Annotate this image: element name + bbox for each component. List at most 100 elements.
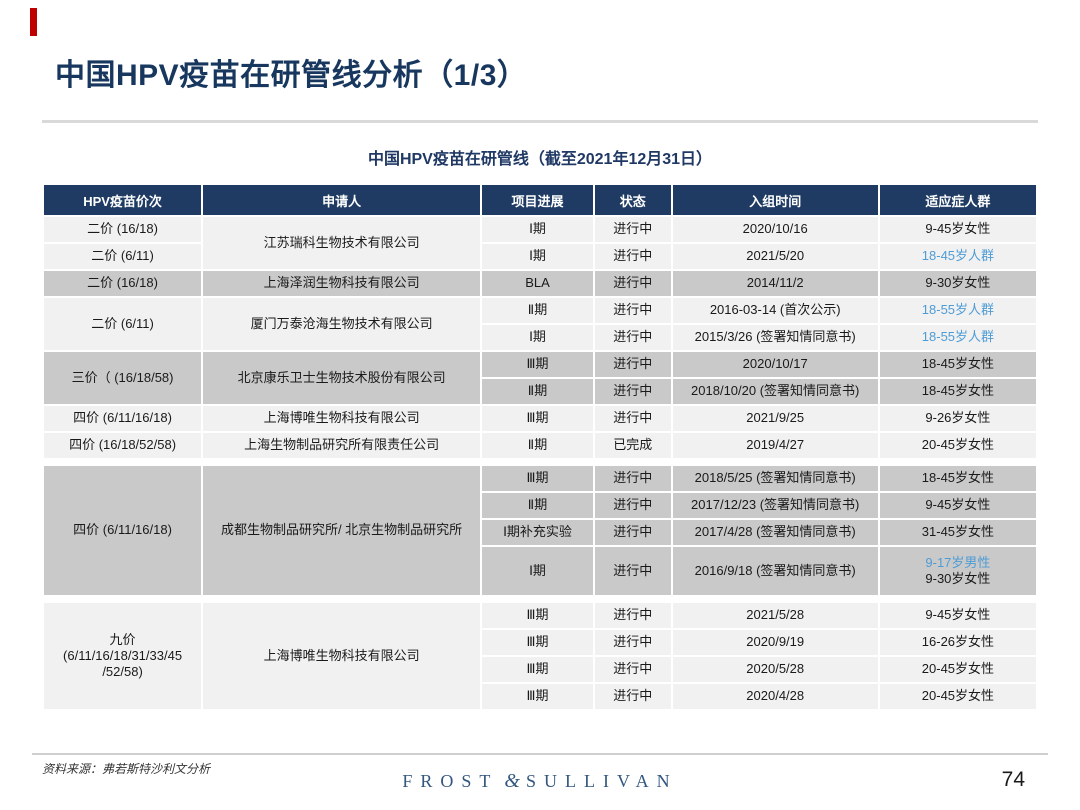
cell-enroll-date: 2020/10/17	[672, 352, 878, 377]
cell-valence: 四价 (6/11/16/18)	[44, 406, 202, 431]
cell-population: 18-45岁女性	[879, 379, 1036, 404]
cell-population: 18-45岁女性	[879, 466, 1036, 491]
header-enroll-date: 入组时间	[672, 185, 878, 215]
cell-status: 进行中	[594, 271, 671, 296]
cell-population: 9-26岁女性	[879, 406, 1036, 431]
group-spacer-row	[44, 460, 1036, 464]
table-header: HPV疫苗价次 申请人 项目进展 状态 入组时间 适应症人群	[44, 185, 1036, 215]
cell-applicant: 上海博唯生物科技有限公司	[203, 406, 481, 431]
cell-status: 进行中	[594, 630, 671, 655]
cell-population: 18-45岁女性	[879, 352, 1036, 377]
table-row: 二价 (16/18) 江苏瑞科生物技术有限公司 Ⅰ期 进行中 2020/10/16 9-4…	[44, 217, 1036, 269]
cell-line: 九价	[109, 631, 136, 647]
cell-enroll-date: 2020/9/19	[672, 630, 878, 655]
cell-population: 31-45岁女性	[879, 520, 1036, 545]
cell-enroll-date: 2021/5/28	[672, 603, 878, 628]
cell-enroll-date: 2018/5/25 (签署知情同意书)	[672, 466, 878, 491]
cell-progress: Ⅰ期补充实验	[482, 520, 593, 545]
header-progress: 项目进展	[482, 185, 593, 215]
cell-enroll-date: 2017/4/28 (签署知情同意书)	[672, 520, 878, 545]
cell-progress: Ⅱ期	[482, 379, 593, 404]
table-row: Ⅲ期 进行中 2020/5/28 20-45岁女性	[44, 657, 1036, 682]
cell-valence: 二价 (16/18)	[44, 217, 202, 242]
cell-enroll-date: 2014/11/2	[672, 271, 878, 296]
cell-status: 进行中	[594, 684, 671, 709]
logo-sullivan: SULLIVAN	[525, 771, 678, 791]
cell-progress: BLA	[482, 271, 593, 296]
cell-progress: Ⅲ期	[482, 466, 593, 491]
cell-progress: Ⅰ期	[482, 547, 593, 595]
cell-status: 进行中	[594, 603, 671, 628]
cell-status: 进行中	[594, 657, 671, 682]
title-divider	[42, 120, 1038, 123]
cell-enroll-date: 2020/4/28	[672, 684, 878, 709]
table-caption: 中国HPV疫苗在研管线（截至2021年12月31日）	[367, 151, 713, 168]
cell-applicant: 成都生物制品研究所/ 北京生物制品研究所	[203, 466, 481, 595]
header-valence: HPV疫苗价次	[44, 185, 202, 215]
cell-status: 已完成	[594, 433, 671, 458]
cell-enroll-date: 2021/9/25	[672, 406, 878, 431]
source-note: 资料来源：弗若斯特沙利文分析	[42, 762, 211, 776]
cell-population: 18-45岁人群	[879, 244, 1036, 269]
cell-status: 进行中	[594, 406, 671, 431]
table-body: 二价 (16/18) 江苏瑞科生物技术有限公司 Ⅰ期 进行中 2020/10/16 9-4…	[44, 217, 1036, 709]
cell-line: 9-30岁女性	[925, 571, 991, 586]
table-header-row: HPV疫苗价次 申请人 项目进展 状态 入组时间 适应症人群	[44, 185, 1036, 215]
table-row: 九价 (6/11/16/18/31/33/45/52/58) 上海博唯生物科技有限公…	[44, 603, 1036, 709]
cell-progress: Ⅰ期	[482, 217, 593, 242]
cell-line: 9-17岁男性	[925, 554, 991, 570]
table-row: 四价 (6/11/16/18) 成都生物制品研究所/ 北京生物制品研究所 Ⅲ期 进行中…	[44, 466, 1036, 595]
cell-progress: Ⅲ期	[482, 352, 593, 377]
cell-status: 进行中	[594, 244, 671, 269]
cell-progress: Ⅱ期	[482, 433, 593, 458]
table-row: Ⅰ期补充实验 进行中 2017/4/28 (签署知情同意书) 31-45岁女性	[44, 520, 1036, 545]
cell-progress: Ⅲ期	[482, 657, 593, 682]
cell-progress: Ⅰ期	[482, 244, 593, 269]
cell-status: 进行中	[594, 325, 671, 350]
page-number: 74	[1001, 768, 1025, 791]
cell-enroll-date: 2016/9/18 (签署知情同意书)	[672, 547, 878, 595]
table-row: Ⅱ期 进行中 2018/10/20 (签署知情同意书) 18-45岁女性	[44, 379, 1036, 404]
cell-applicant: 江苏瑞科生物技术有限公司	[203, 217, 481, 269]
pipeline-table: HPV疫苗价次 申请人 项目进展 状态 入组时间 适应症人群 二价 (16/18) 江苏瑞科…	[42, 183, 1038, 711]
page-title: 中国HPV疫苗在研管线分析（1/3）	[55, 59, 528, 92]
group-spacer-row	[44, 597, 1036, 601]
cell-valence: 九价 (6/11/16/18/31/33/45/52/58)	[44, 603, 202, 709]
table-row: Ⅲ期 进行中 2020/4/28 20-45岁女性	[44, 684, 1036, 709]
cell-enroll-date: 2015/3/26 (签署知情同意书)	[672, 325, 878, 350]
cell-applicant: 厦门万泰沧海生物技术有限公司	[203, 298, 481, 350]
cell-progress: Ⅲ期	[482, 684, 593, 709]
cell-population: 9-45岁女性	[879, 603, 1036, 628]
cell-population: 18-55岁人群	[879, 325, 1036, 350]
cell-progress: Ⅲ期	[482, 630, 593, 655]
table-row: Ⅲ期 进行中 2020/9/19 16-26岁女性	[44, 630, 1036, 655]
cell-progress: Ⅲ期	[482, 406, 593, 431]
cell-valence: 四价 (16/18/52/58)	[44, 433, 202, 458]
table-row: Ⅰ期 进行中 2015/3/26 (签署知情同意书) 18-55岁人群	[44, 325, 1036, 350]
cell-enroll-date: 2020/10/16	[672, 217, 878, 242]
cell-enroll-date: 2020/5/28	[672, 657, 878, 682]
cell-status: 进行中	[594, 520, 671, 545]
cell-applicant: 北京康乐卫士生物技术股份有限公司	[203, 352, 481, 404]
cell-population: 9-17岁男性 9-30岁女性	[879, 547, 1036, 595]
cell-population: 9-45岁女性	[879, 217, 1036, 242]
table-row: 三价（ (16/18/58) 北京康乐卫士生物技术股份有限公司 Ⅲ期 进行中 2020/…	[44, 352, 1036, 404]
table-row: Ⅰ期 进行中 2016/9/18 (签署知情同意书) 9-17岁男性 9-30岁女性	[44, 547, 1036, 595]
logo-frost: FROST	[402, 771, 499, 791]
group-spacer	[44, 460, 1036, 464]
cell-status: 进行中	[594, 493, 671, 518]
cell-valence: 四价 (6/11/16/18)	[44, 466, 202, 595]
cell-valence: 二价 (16/18)	[44, 271, 202, 296]
cell-status: 进行中	[594, 466, 671, 491]
table-row: Ⅱ期 进行中 2017/12/23 (签署知情同意书) 9-45岁女性	[44, 493, 1036, 518]
cell-status: 进行中	[594, 298, 671, 323]
cell-applicant: 上海博唯生物科技有限公司	[203, 603, 481, 709]
frost-sullivan-logo: FROST & SULLIVAN	[0, 770, 1080, 793]
cell-population: 16-26岁女性	[879, 630, 1036, 655]
logo-ampersand-icon: &	[504, 770, 520, 792]
cell-valence: 二价 (6/11)	[44, 244, 202, 269]
cell-population: 20-45岁女性	[879, 433, 1036, 458]
cell-progress: Ⅰ期	[482, 325, 593, 350]
table-row: 二价 (6/11) Ⅰ期 进行中 2021/5/20 18-45岁人群	[44, 244, 1036, 269]
cell-status: 进行中	[594, 352, 671, 377]
